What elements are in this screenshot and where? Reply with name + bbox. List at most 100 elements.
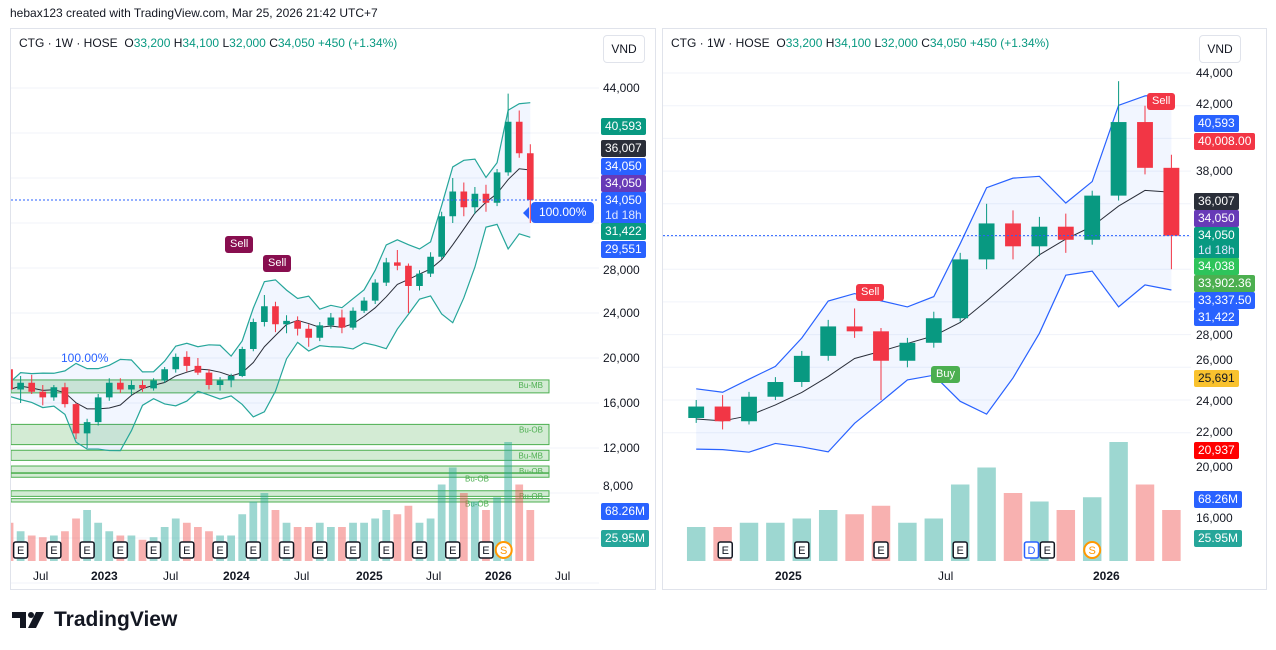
volume-bar: [686, 527, 706, 561]
currency-button[interactable]: VND: [1199, 35, 1241, 63]
bollinger-upper-line: [696, 93, 1172, 393]
volume-bar: [1056, 510, 1076, 561]
zone-label: Bu-OB: [519, 492, 543, 501]
price-badge: 34,050: [1194, 210, 1239, 227]
bollinger-fill: [696, 94, 1172, 453]
event-label: E: [283, 545, 290, 557]
volume-bar: [393, 514, 402, 561]
event-label: E: [17, 545, 24, 557]
candle-body: [172, 356, 180, 370]
candle-body: [952, 259, 969, 319]
price-axis-label: 16,000: [603, 396, 640, 410]
price-badge: 25.95M: [1194, 530, 1243, 547]
candle-body: [261, 306, 268, 322]
volume-bar: [526, 510, 535, 561]
event-label: E: [416, 545, 423, 557]
earnings-event-icon: [212, 541, 228, 559]
badge-value: 34,050: [605, 176, 642, 190]
candle-body: [526, 153, 534, 200]
volume-bar: [1003, 493, 1023, 561]
candle-body: [515, 121, 523, 154]
volume-bar: [437, 484, 446, 561]
signal-marker: Sell: [225, 236, 254, 253]
price-badge: 33,337.50: [1194, 292, 1256, 309]
event-label: D: [1028, 545, 1036, 557]
zone-box: [11, 465, 550, 474]
event-label: E: [957, 545, 964, 557]
currency-button[interactable]: VND: [603, 35, 645, 63]
price-badge: 40,593: [1194, 115, 1239, 132]
price-badge: 34,050: [601, 175, 646, 192]
signal-marker: Sell: [263, 255, 292, 272]
bar-countdown: 1d 18h: [605, 208, 642, 222]
earnings-event-icon: [79, 541, 95, 559]
candle-body: [1137, 122, 1153, 168]
price-axis-label: 28,000: [1196, 327, 1233, 342]
event-label: E: [50, 545, 57, 557]
event-label: E: [150, 545, 157, 557]
zone-box: [11, 379, 550, 394]
high-label: H: [173, 36, 183, 50]
earnings-event-icon: [145, 541, 162, 559]
candle-body: [873, 331, 889, 361]
zone-box: [11, 472, 550, 478]
badge-value: 34,050: [1198, 228, 1235, 242]
time-axis-label: Jul: [294, 569, 310, 583]
earnings-event-icon: [411, 541, 428, 559]
price-axis-label: 20,000: [603, 351, 640, 365]
time-axis-label: Jul: [938, 569, 954, 583]
split-event-icon: [494, 541, 513, 559]
volume-bar: [304, 527, 313, 561]
volume-bar: [515, 484, 524, 561]
volume-bar: [293, 527, 302, 561]
tradingview-logo[interactable]: TradingView: [12, 608, 177, 632]
time-axis-label: 2026: [485, 569, 512, 583]
chart-pane-left[interactable]: Bu-MB Bu-OB Bu-MB Bu-OB Bu-OB Bu-OB Bu-OB E E E E E…: [10, 28, 656, 590]
candle-body: [349, 310, 357, 328]
candle-body: [504, 121, 512, 173]
earnings-event-icon: [378, 541, 395, 559]
zone-box: [11, 498, 550, 503]
close-value: 34,050: [277, 36, 315, 50]
change-value: +450 (+1.34%): [317, 36, 398, 50]
candle-body: [139, 385, 146, 389]
candle-body: [194, 365, 202, 373]
volume-bar: [924, 518, 944, 561]
change-value: +450 (+1.34%): [969, 36, 1050, 50]
event-label: E: [798, 545, 805, 557]
bollinger-lower-line: [11, 223, 531, 452]
volume-bar: [739, 522, 759, 561]
price-axis-label: 24,000: [1196, 394, 1233, 408]
candle-body: [238, 349, 246, 376]
candle-body: [482, 193, 490, 203]
candle-body: [61, 387, 69, 405]
volume-bar: [260, 493, 269, 561]
volume-bar: [238, 514, 247, 561]
candle-body: [416, 273, 423, 286]
high-value: 34,100: [834, 36, 872, 50]
chart-canvas-left[interactable]: Bu-MB Bu-OB Bu-MB Bu-OB Bu-OB Bu-OB Bu-OB E E E E E…: [11, 29, 656, 590]
volume-bar: [382, 510, 391, 561]
event-label: E: [316, 545, 323, 557]
volume-bar: [227, 535, 236, 561]
bollinger-fill: [11, 102, 531, 451]
earnings-event-icon: [717, 541, 733, 559]
close-value: 34,050: [929, 36, 967, 50]
candle-body: [820, 326, 837, 356]
badge-value: 33,337.50: [1198, 293, 1252, 307]
volume-bar: [404, 505, 413, 561]
low-value: 32,000: [229, 36, 266, 50]
bollinger-upper-line: [11, 102, 531, 383]
zone-label: Bu-OB: [519, 467, 543, 476]
zone-label: Bu-OB: [465, 500, 489, 509]
price-axis-label: 44,000: [1196, 66, 1233, 80]
price-badge: 29,551: [601, 241, 646, 258]
volume-bar: [61, 531, 69, 561]
volume-bar: [94, 522, 103, 561]
badge-value: 36,007: [605, 141, 642, 155]
open-value: 33,200: [133, 36, 171, 50]
volume-bar: [72, 518, 80, 561]
badge-value: 34,050: [605, 193, 642, 207]
